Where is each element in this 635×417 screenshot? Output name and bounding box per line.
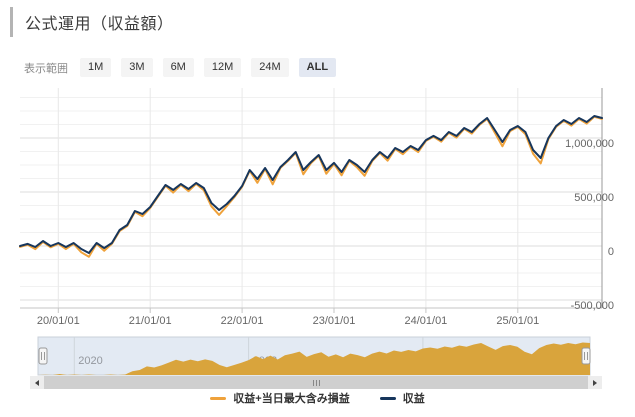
range-button-6m[interactable]: 6M (162, 58, 194, 77)
x-axis-label: 22/01/01 (221, 315, 264, 327)
left-arrow-icon (35, 379, 39, 386)
scrollbar-left-button[interactable] (30, 376, 44, 389)
navigator[interactable]: 202020222024 (0, 336, 635, 376)
range-buttons: 1M 3M 6M 12M 24M ALL (80, 58, 337, 77)
y-axis-label: 500,000 (574, 192, 614, 204)
range-button-all[interactable]: ALL (298, 58, 337, 77)
range-button-24m[interactable]: 24M (251, 58, 289, 77)
title-accent-bar (10, 7, 13, 37)
range-button-12m[interactable]: 12M (203, 58, 242, 77)
legend: 収益+当日最大含み損益 収益 (0, 388, 635, 408)
scrollbar-thumb[interactable] (44, 376, 588, 389)
nav-year-label: 2020 (78, 355, 102, 367)
scrollbar-right-button[interactable] (588, 376, 602, 389)
main-chart[interactable]: 20/01/01 21/01/01 22/01/01 23/01/01 24/01/01… (0, 85, 635, 335)
legend-label: 収益 (402, 393, 425, 405)
series-line-1[interactable] (19, 115, 603, 254)
legend-item-1[interactable]: 収益 (379, 390, 425, 406)
y-axis-label: -500,000 (571, 300, 614, 312)
scrollbar[interactable] (30, 376, 602, 389)
y-axis-label: 0 (608, 246, 614, 258)
range-button-3m[interactable]: 3M (121, 58, 153, 77)
legend-dash-icon (210, 396, 227, 400)
legend-item-0[interactable]: 収益+当日最大含み損益 (210, 390, 350, 406)
title-row: 公式運用（収益額） (10, 7, 174, 37)
y-axis-label: 1,000,000 (565, 138, 614, 150)
range-selector-label: 表示範囲 (24, 62, 68, 75)
x-axis-label: 20/01/01 (37, 315, 80, 327)
x-axis-label: 24/01/01 (404, 315, 447, 327)
right-arrow-icon (593, 379, 597, 386)
legend-label: 収益+当日最大含み損益 (233, 393, 350, 405)
nav-handle-left[interactable] (38, 347, 48, 365)
nav-handle-right[interactable] (581, 347, 591, 365)
page-title: 公式運用（収益額） (25, 16, 174, 33)
x-axis-label: 25/01/01 (496, 315, 539, 327)
scrollbar-grip-icon (312, 379, 320, 386)
legend-dash-icon (379, 396, 396, 400)
nav-area-series (38, 342, 590, 375)
range-button-1m[interactable]: 1M (80, 58, 112, 77)
x-axis-label: 21/01/01 (129, 315, 172, 327)
range-selector: 表示範囲 1M 3M 6M 12M 24M ALL (24, 58, 337, 77)
x-axis-label: 23/01/01 (313, 315, 356, 327)
